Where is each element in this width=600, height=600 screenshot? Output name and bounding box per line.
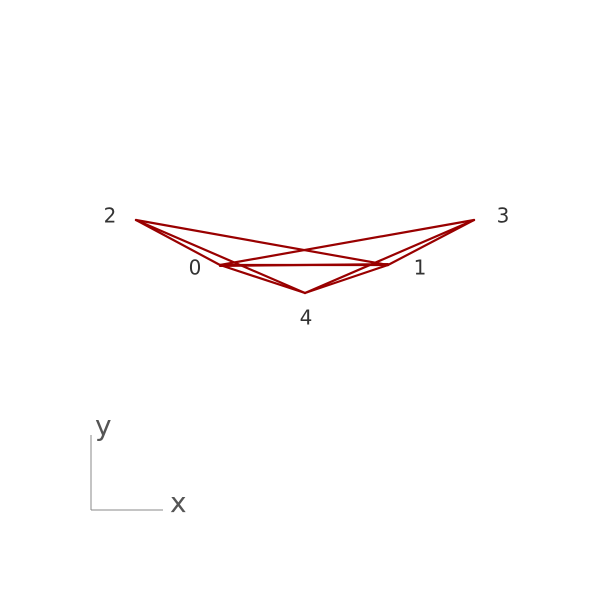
y-axis-label: y bbox=[95, 409, 112, 442]
edge-3-4 bbox=[303, 218, 476, 295]
x-axis-label: x bbox=[170, 486, 187, 519]
edge-1-3 bbox=[386, 218, 476, 267]
node-label-3: 3 bbox=[497, 204, 510, 228]
edge-1-4 bbox=[303, 263, 390, 295]
edge-2-4 bbox=[134, 218, 307, 295]
node-label-2: 2 bbox=[104, 204, 117, 228]
graph-node-labels: 2 0 1 3 4 bbox=[104, 204, 510, 330]
edge-0-4 bbox=[218, 263, 307, 295]
edge-0-1-2 bbox=[218, 263, 390, 267]
edge-0-3 bbox=[218, 218, 476, 267]
edge-1-2 bbox=[134, 218, 390, 267]
axis-indicator: y x bbox=[90, 409, 187, 519]
node-label-0: 0 bbox=[189, 256, 202, 280]
node-label-1: 1 bbox=[414, 256, 427, 280]
edge-2-0 bbox=[134, 218, 222, 267]
graph-edges bbox=[134, 218, 476, 295]
node-label-4: 4 bbox=[300, 306, 313, 330]
